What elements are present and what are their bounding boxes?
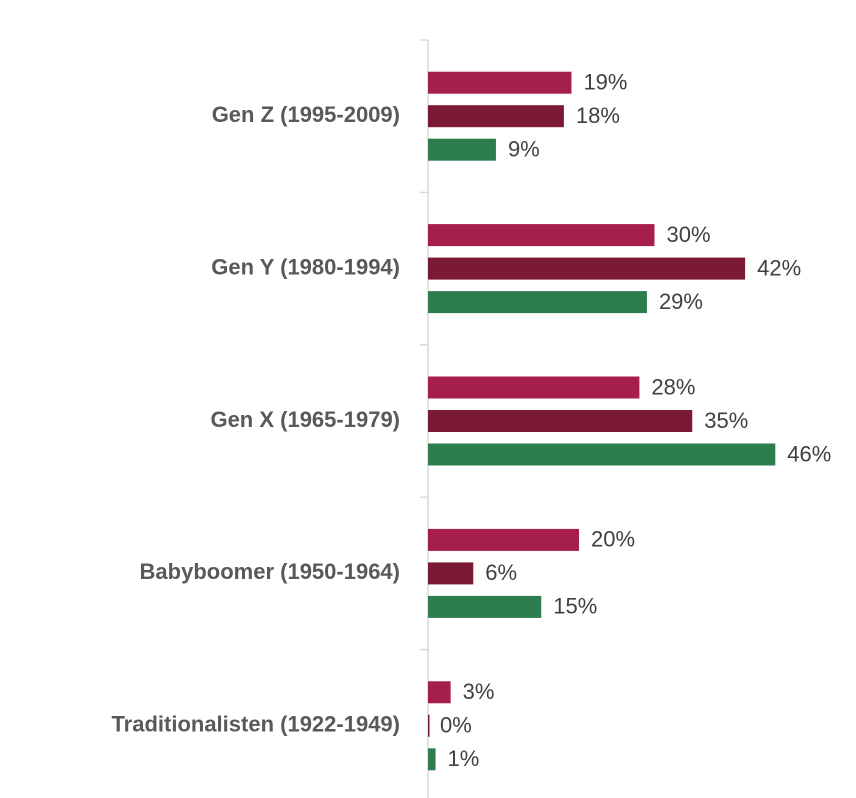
data-label: 19%: [583, 70, 627, 95]
data-label: 15%: [553, 594, 597, 619]
data-label: 29%: [659, 289, 703, 314]
bar: [428, 138, 496, 161]
bar: [428, 748, 436, 771]
category-label: Traditionalisten (1922-1949): [111, 712, 400, 737]
data-label: 1%: [448, 746, 480, 771]
bar: [428, 528, 579, 551]
data-label: 0%: [440, 713, 472, 738]
data-label: 46%: [787, 441, 831, 466]
data-label: 18%: [576, 103, 620, 128]
bar: [428, 595, 542, 618]
data-label: 35%: [704, 408, 748, 433]
data-label: 3%: [463, 679, 495, 704]
data-label: 30%: [667, 222, 711, 247]
data-label: 20%: [591, 527, 635, 552]
category-label: Gen X (1965-1979): [210, 407, 400, 432]
data-label: 6%: [485, 560, 517, 585]
category-label: Gen Y (1980-1994): [211, 254, 400, 279]
category-label: Gen Z (1995-2009): [212, 102, 400, 127]
bar: [428, 443, 776, 466]
bar: [428, 257, 746, 280]
bar: [428, 71, 572, 94]
bar: [428, 291, 647, 314]
bar: [428, 376, 640, 399]
bar: [428, 681, 451, 704]
bar: [428, 224, 655, 247]
category-label: Babyboomer (1950-1964): [140, 559, 400, 584]
data-label: 9%: [508, 137, 540, 162]
bar: [428, 562, 474, 585]
bar: [428, 410, 693, 432]
bar: [428, 714, 430, 737]
data-label: 42%: [757, 255, 801, 280]
data-label: 28%: [651, 374, 695, 399]
bar: [428, 105, 564, 128]
